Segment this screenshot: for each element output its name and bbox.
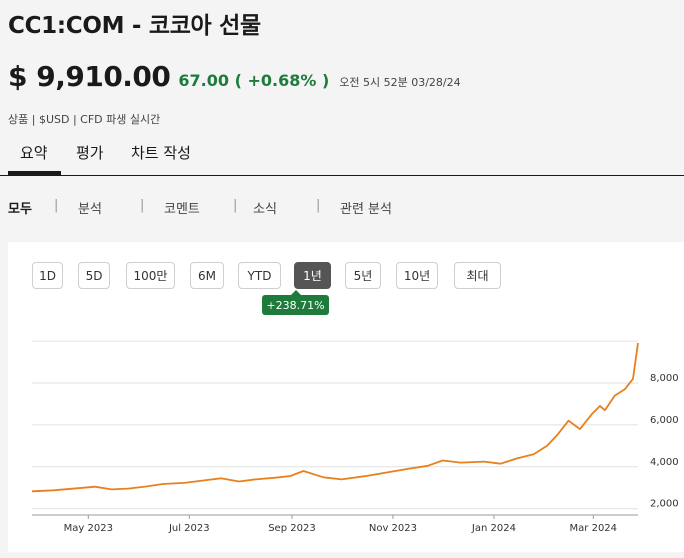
subnav-all[interactable]: 모두: [8, 202, 32, 217]
tab-charting[interactable]: 차트 작성: [131, 144, 191, 162]
main-tabs: 요약 평가 차트 작성: [0, 138, 684, 176]
y-tick-label: 2,000: [650, 499, 679, 510]
y-tick-label: 8,000: [650, 373, 679, 384]
price-line: [31, 342, 639, 493]
range-10y-button[interactable]: 10년: [396, 262, 438, 289]
range-max-button[interactable]: 최대: [454, 262, 501, 289]
tab-summary[interactable]: 요약: [8, 144, 61, 175]
x-tick-label: Jan 2024: [471, 523, 516, 534]
x-tick-label: Mar 2024: [570, 523, 618, 534]
range-1y-button[interactable]: 1년: [294, 262, 331, 289]
last-price: $ 9,910.00: [8, 60, 171, 93]
x-tick-label: Sep 2023: [268, 523, 315, 534]
subnav-related-analysis[interactable]: 관련 분석: [340, 202, 392, 217]
page-title: CC1:COM - 코코아 선물: [8, 13, 261, 39]
period-change-badge: +238.71%: [262, 290, 329, 315]
y-tick-label: 4,000: [650, 457, 679, 468]
price-row: $ 9,910.00 67.00 ( +0.68% ) 오전 5시 52분 03…: [8, 60, 461, 93]
x-tick-label: Nov 2023: [369, 523, 417, 534]
subnav-analysis[interactable]: 분석: [78, 202, 102, 217]
price-chart: 2,000 4,000 6,000 8,000 May 2023 Jul 2023 Sep …: [31, 340, 679, 534]
subnav-comments[interactable]: 코멘트: [164, 202, 200, 217]
subnav-news[interactable]: 소식: [253, 202, 277, 217]
range-5d-button[interactable]: 5D: [78, 262, 110, 289]
y-tick-label: 6,000: [650, 415, 679, 426]
price-change: 67.00 ( +0.68% ): [178, 71, 330, 90]
range-1m-button[interactable]: 100만: [126, 262, 175, 289]
subnav-separator: |: [233, 198, 238, 213]
range-5y-button[interactable]: 5년: [345, 262, 381, 289]
subnav-separator: |: [54, 198, 59, 213]
x-tick-label: May 2023: [64, 523, 113, 534]
subnav-separator: |: [316, 198, 321, 213]
chart-axes: 2,000 4,000 6,000 8,000 May 2023 Jul 2023 Sep …: [32, 373, 679, 534]
sub-navigation: 모두 | 분석 | 코멘트 | 소식 | 관련 분석: [0, 198, 684, 218]
range-6m-button[interactable]: 6M: [190, 262, 224, 289]
chart-card: 1D 5D 100만 6M YTD 1년 5년 10년 최대 +238.71% …: [8, 242, 684, 552]
x-tick-label: Jul 2023: [168, 523, 210, 534]
tab-rating[interactable]: 평가: [76, 144, 104, 162]
instrument-meta: 상품 | $USD | CFD 파생 실시간: [8, 113, 161, 126]
subnav-separator: |: [140, 198, 145, 213]
range-1d-button[interactable]: 1D: [32, 262, 63, 289]
chart-grid: [32, 340, 638, 510]
quote-timestamp: 오전 5시 52분 03/28/24: [339, 76, 461, 89]
range-ytd-button[interactable]: YTD: [238, 262, 281, 289]
